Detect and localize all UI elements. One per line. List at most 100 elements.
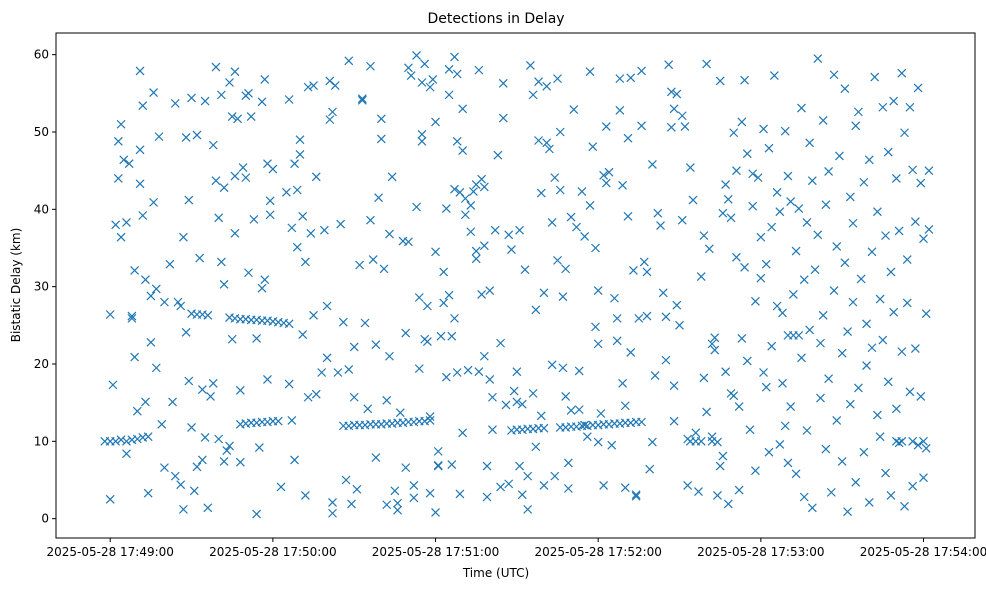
data-point — [482, 461, 492, 471]
data-point — [919, 436, 928, 446]
data-point — [593, 339, 603, 349]
data-point — [813, 230, 823, 240]
data-point — [786, 197, 796, 207]
y-axis-ticks: 0 10 20 30 40 50 60 — [34, 48, 56, 526]
data-point — [284, 95, 294, 104]
data-point — [851, 477, 861, 487]
data-point — [385, 351, 394, 361]
data-point — [458, 104, 468, 114]
data-point — [200, 96, 210, 106]
data-point — [515, 225, 524, 235]
data-point — [854, 383, 863, 393]
data-point — [572, 222, 581, 232]
data-point — [891, 173, 901, 183]
data-point — [455, 489, 465, 499]
data-point — [395, 408, 405, 418]
data-point — [531, 442, 541, 452]
data-point — [477, 289, 487, 299]
data-point — [479, 351, 489, 361]
data-point — [715, 461, 725, 471]
data-point — [721, 367, 731, 377]
data-point — [642, 311, 652, 321]
data-point — [176, 301, 186, 311]
data-point — [813, 54, 823, 63]
data-point — [721, 180, 731, 190]
data-point — [553, 74, 562, 84]
data-point — [574, 405, 584, 415]
data-point — [900, 128, 909, 138]
data-point — [702, 407, 712, 417]
data-point — [561, 392, 571, 401]
data-point — [553, 255, 562, 265]
data-point — [729, 128, 739, 138]
data-point — [189, 486, 199, 496]
data-point — [539, 288, 549, 298]
data-point — [691, 428, 701, 438]
data-point — [856, 274, 866, 284]
data-point — [422, 337, 432, 346]
data-point — [910, 344, 920, 353]
data-point — [116, 232, 126, 242]
data-point — [772, 301, 782, 311]
data-point — [555, 127, 565, 137]
data-point — [490, 225, 500, 235]
data-point — [311, 389, 321, 399]
data-point — [325, 115, 335, 125]
data-point — [894, 226, 904, 236]
data-point — [322, 301, 332, 311]
data-point — [414, 364, 424, 374]
data-point — [566, 212, 576, 222]
data-point — [382, 395, 392, 405]
y-tick-label: 60 — [34, 48, 49, 62]
data-point — [851, 121, 861, 131]
data-point — [805, 325, 815, 335]
data-point — [580, 420, 590, 430]
data-point — [913, 83, 923, 93]
data-point — [558, 363, 568, 373]
data-point — [669, 416, 679, 426]
data-point — [547, 360, 557, 370]
data-point — [319, 225, 329, 235]
data-point — [203, 503, 213, 513]
data-point — [474, 65, 484, 75]
data-point — [227, 112, 237, 121]
data-point — [623, 133, 633, 143]
y-tick-label: 0 — [41, 512, 49, 526]
data-point — [151, 363, 161, 373]
data-point — [132, 406, 142, 416]
data-point — [206, 392, 215, 401]
data-point — [122, 436, 131, 446]
data-point — [921, 309, 931, 319]
data-point — [799, 492, 809, 502]
data-point — [875, 432, 885, 442]
data-point — [756, 273, 766, 283]
data-point — [791, 469, 801, 479]
data-point — [821, 444, 831, 454]
data-point — [512, 397, 522, 407]
data-point — [485, 375, 495, 384]
data-point — [225, 441, 234, 451]
data-point — [740, 75, 749, 85]
data-point — [683, 480, 693, 490]
data-point — [875, 294, 885, 304]
data-point — [409, 493, 419, 503]
data-point — [862, 319, 871, 329]
data-point — [626, 73, 636, 83]
data-point — [740, 262, 749, 272]
data-point — [881, 231, 890, 241]
data-point — [645, 464, 655, 474]
data-point — [835, 151, 844, 161]
data-point — [764, 143, 774, 153]
x-tick-label: 2025-05-28 17:51:00 — [372, 545, 499, 559]
data-point — [292, 185, 302, 195]
data-point — [916, 392, 926, 401]
data-point — [599, 170, 609, 180]
data-point — [474, 367, 484, 377]
data-point — [816, 338, 825, 348]
data-point — [889, 96, 899, 106]
data-point — [563, 484, 573, 493]
data-point — [799, 275, 809, 285]
data-point — [919, 234, 928, 244]
data-point — [192, 130, 202, 140]
data-point — [843, 507, 853, 517]
